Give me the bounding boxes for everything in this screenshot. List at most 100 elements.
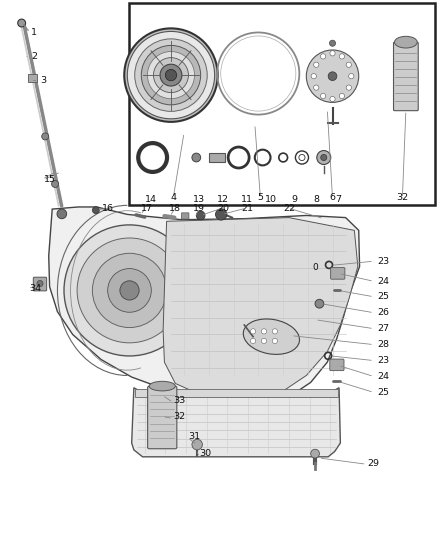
Circle shape (148, 52, 194, 99)
Circle shape (346, 85, 351, 90)
Text: 5: 5 (258, 192, 264, 201)
Circle shape (92, 207, 99, 214)
Bar (28, 74, 36, 82)
Circle shape (120, 281, 139, 300)
Text: 20: 20 (217, 204, 230, 213)
Text: 24: 24 (377, 372, 389, 381)
Circle shape (108, 269, 151, 312)
Text: 34: 34 (29, 284, 41, 293)
Circle shape (251, 338, 256, 344)
Circle shape (329, 40, 336, 46)
Polygon shape (163, 217, 358, 398)
Polygon shape (49, 207, 360, 400)
Circle shape (314, 62, 319, 67)
FancyBboxPatch shape (393, 42, 418, 111)
Text: 25: 25 (377, 388, 389, 397)
Circle shape (339, 54, 345, 59)
Text: 4: 4 (170, 192, 176, 201)
FancyBboxPatch shape (148, 386, 177, 449)
Circle shape (317, 150, 331, 165)
Circle shape (328, 72, 337, 80)
Text: 2: 2 (31, 52, 37, 61)
Ellipse shape (149, 381, 175, 391)
Circle shape (153, 58, 188, 93)
Circle shape (261, 329, 267, 334)
Circle shape (52, 181, 59, 188)
Text: 30: 30 (199, 449, 212, 458)
Circle shape (160, 64, 182, 86)
Circle shape (330, 96, 335, 102)
Text: 23: 23 (377, 356, 389, 365)
Text: 13: 13 (193, 195, 205, 204)
Circle shape (339, 93, 345, 99)
Circle shape (124, 28, 218, 122)
Text: 23: 23 (377, 257, 389, 265)
Circle shape (306, 50, 359, 102)
Text: 19: 19 (193, 204, 205, 213)
Circle shape (18, 19, 25, 27)
Circle shape (330, 51, 335, 56)
Text: 18: 18 (170, 204, 181, 213)
FancyBboxPatch shape (135, 389, 338, 397)
Text: 25: 25 (377, 292, 389, 301)
Text: 1: 1 (31, 28, 37, 37)
Circle shape (349, 74, 354, 79)
Text: 9: 9 (291, 195, 297, 204)
Text: 28: 28 (377, 340, 389, 349)
Text: 17: 17 (141, 204, 153, 213)
Polygon shape (132, 387, 340, 457)
Text: 26: 26 (377, 308, 389, 317)
Text: 24: 24 (377, 277, 389, 286)
Circle shape (311, 74, 316, 79)
Text: 29: 29 (367, 459, 379, 467)
Circle shape (192, 439, 202, 450)
Text: 15: 15 (44, 175, 57, 184)
Text: 6: 6 (329, 192, 336, 201)
Circle shape (37, 280, 43, 287)
Circle shape (215, 209, 227, 220)
FancyBboxPatch shape (331, 268, 345, 279)
Text: 31: 31 (188, 432, 201, 441)
FancyBboxPatch shape (33, 277, 47, 291)
Circle shape (196, 211, 205, 220)
Circle shape (321, 93, 326, 99)
Text: 33: 33 (173, 396, 185, 405)
Circle shape (42, 133, 49, 140)
Circle shape (311, 449, 319, 458)
FancyBboxPatch shape (181, 213, 189, 219)
Circle shape (141, 45, 201, 105)
Text: 0: 0 (312, 263, 318, 272)
Circle shape (272, 338, 278, 344)
Circle shape (272, 329, 278, 334)
Text: 22: 22 (283, 204, 295, 213)
Circle shape (321, 54, 326, 59)
Bar (209, 153, 225, 163)
Ellipse shape (395, 36, 417, 48)
Text: 32: 32 (396, 192, 409, 201)
Text: 14: 14 (145, 195, 157, 204)
Bar (130, 3, 435, 205)
Text: 21: 21 (241, 204, 253, 213)
Text: 11: 11 (240, 195, 252, 204)
Circle shape (321, 155, 327, 160)
Circle shape (92, 253, 166, 328)
Circle shape (165, 69, 177, 81)
Text: 3: 3 (40, 76, 46, 85)
Circle shape (192, 153, 201, 162)
Text: 32: 32 (173, 412, 185, 421)
Text: 12: 12 (217, 195, 230, 204)
Circle shape (314, 85, 319, 90)
Text: 10: 10 (265, 195, 276, 204)
Text: 27: 27 (377, 324, 389, 333)
Circle shape (127, 31, 215, 119)
Circle shape (315, 300, 324, 308)
Text: 7: 7 (335, 195, 341, 204)
Circle shape (64, 225, 195, 356)
Text: 16: 16 (102, 204, 114, 213)
Circle shape (57, 209, 67, 219)
Text: 8: 8 (313, 195, 319, 204)
FancyBboxPatch shape (330, 359, 344, 370)
Circle shape (261, 338, 267, 344)
Circle shape (77, 238, 182, 343)
Circle shape (251, 329, 256, 334)
